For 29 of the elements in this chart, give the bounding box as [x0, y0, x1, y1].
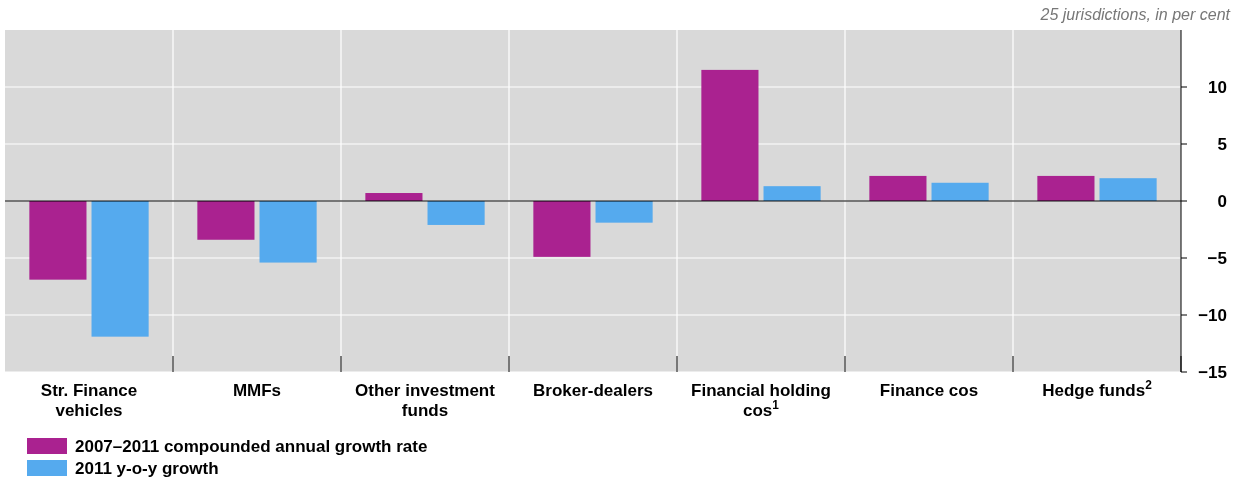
- bar: [1037, 175, 1095, 201]
- bar: [869, 175, 927, 201]
- x-tick-label: Financial holding cos$^{1}$: [691, 381, 831, 420]
- y-tick-label: 10: [1208, 77, 1227, 97]
- y-tick-label: −10: [1198, 305, 1227, 325]
- y-tick-label: 5: [1217, 134, 1227, 154]
- x-tick-label: Broker-dealers: [532, 381, 654, 400]
- bar: [259, 201, 317, 263]
- bar: [533, 201, 591, 257]
- bar: [427, 201, 485, 225]
- x-tick-label: Other investment funds: [355, 381, 496, 420]
- bar: [1099, 178, 1157, 201]
- y-tick-label: 0: [1217, 191, 1227, 211]
- bar: [29, 201, 87, 280]
- x-tick-label: Hedge funds$^{2}$: [1042, 378, 1153, 400]
- bar: [763, 186, 821, 201]
- x-tick-label: MMFs: [232, 381, 282, 400]
- text: 25 jurisdictions, in per cent: [1039, 6, 1231, 23]
- legend-label: 2007–2011 compounded annual growth rate: [75, 436, 428, 456]
- bar: [931, 182, 989, 201]
- y-tick-label: −5: [1207, 248, 1227, 268]
- bar: [595, 201, 653, 223]
- bar: [701, 69, 759, 201]
- legend-label: 2011 y-o-y growth: [75, 458, 219, 478]
- x-tick-label: Str. Finance vehicles: [40, 381, 138, 420]
- y-tick-label: −15: [1198, 362, 1227, 382]
- bar: [197, 201, 255, 240]
- x-tick-label: Finance cos: [879, 381, 979, 400]
- bar: [91, 201, 149, 337]
